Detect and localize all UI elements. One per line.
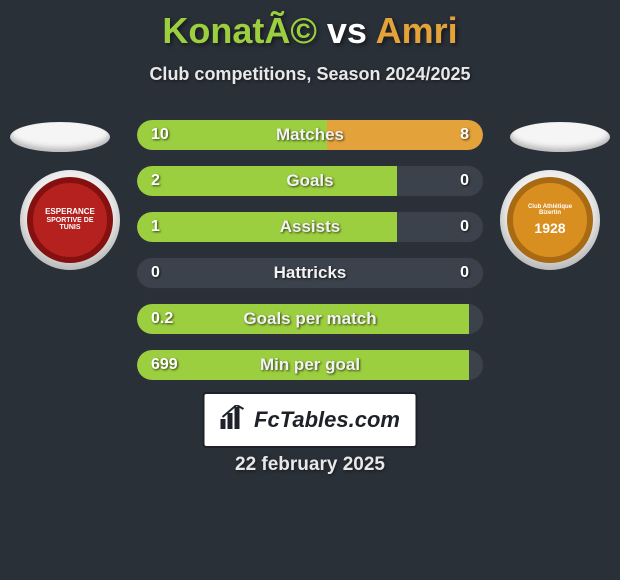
stat-label: Hattricks bbox=[137, 258, 483, 288]
stat-label: Assists bbox=[137, 212, 483, 242]
title-player2: Amri bbox=[376, 10, 458, 51]
title-player1: KonatÃ© bbox=[162, 10, 317, 51]
club-right-year: 1928 bbox=[534, 221, 565, 236]
stat-row: 0.2Goals per match bbox=[135, 302, 485, 336]
stat-row: 10Assists bbox=[135, 210, 485, 244]
stat-label: Goals per match bbox=[137, 304, 483, 334]
fctables-logo-text: FcTables.com bbox=[254, 407, 400, 433]
fctables-logo: FcTables.com bbox=[203, 392, 418, 448]
title-vs: vs bbox=[317, 10, 376, 51]
stat-label: Goals bbox=[137, 166, 483, 196]
stat-row: 00Hattricks bbox=[135, 256, 485, 290]
stat-label: Matches bbox=[137, 120, 483, 150]
stat-row: 108Matches bbox=[135, 118, 485, 152]
club-badge-right-inner: Club Athlétique Bizertin 1928 bbox=[507, 177, 593, 263]
club-left-label-top: ESPERANCE bbox=[45, 208, 95, 217]
player1-silhouette bbox=[10, 122, 110, 152]
subtitle: Club competitions, Season 2024/2025 bbox=[0, 64, 620, 85]
club-right-label-top: Club Athlétique Bizertin bbox=[519, 204, 581, 217]
infographic-date: 22 february 2025 bbox=[0, 454, 620, 476]
stats-container: 108Matches 20Goals 10Assists 00Hattricks 0.2… bbox=[135, 118, 485, 394]
club-badge-right: Club Athlétique Bizertin 1928 bbox=[500, 170, 600, 270]
stat-row: 20Goals bbox=[135, 164, 485, 198]
player2-silhouette bbox=[510, 122, 610, 152]
club-badge-left: ESPERANCE SPORTIVE DE TUNIS bbox=[20, 170, 120, 270]
club-left-label-bottom: SPORTIVE DE TUNIS bbox=[39, 217, 101, 232]
page-title: KonatÃ© vs Amri bbox=[0, 0, 620, 52]
stat-row: 699Min per goal bbox=[135, 348, 485, 382]
club-badge-left-inner: ESPERANCE SPORTIVE DE TUNIS bbox=[27, 177, 113, 263]
bar-chart-icon bbox=[220, 405, 248, 435]
stat-label: Min per goal bbox=[137, 350, 483, 380]
